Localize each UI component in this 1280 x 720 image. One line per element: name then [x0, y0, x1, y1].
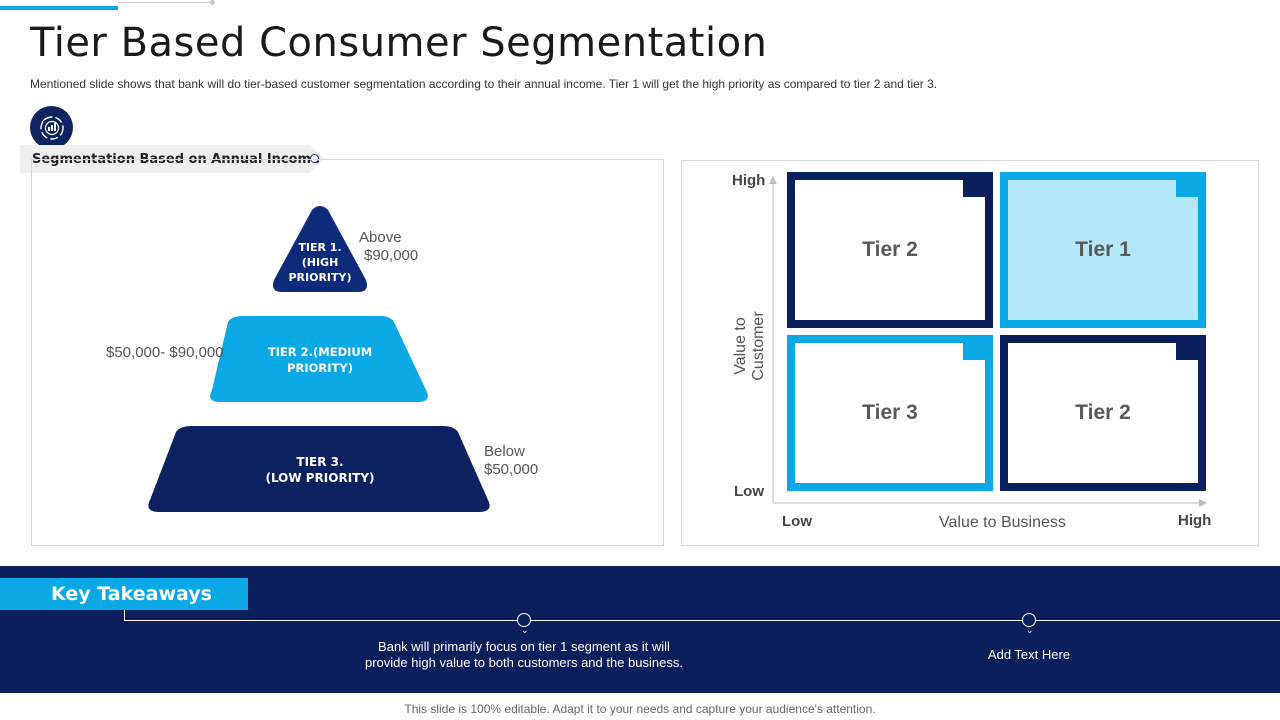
- y-axis-high-label: High: [732, 172, 766, 189]
- tier2-line1: TIER 2.(MEDIUM: [267, 345, 373, 359]
- x-axis-arrow: [1199, 499, 1207, 507]
- pyramid-panel: [31, 159, 664, 546]
- tile-corner: [1176, 343, 1198, 360]
- tile-corner: [963, 343, 985, 360]
- takeaway-marker-1: [517, 613, 531, 627]
- tile-inner: [1008, 180, 1198, 320]
- tile-label: Tier 1: [1075, 238, 1131, 261]
- matrix-panel: [681, 160, 1259, 546]
- tier3-line2: (LOW PRIORITY): [265, 471, 375, 485]
- tile-inner: [795, 180, 985, 320]
- tile-label: Tier 3: [862, 401, 918, 424]
- tile-inner: [1008, 343, 1198, 483]
- pyramid-tier2-shape: [210, 316, 428, 402]
- tier1-line2: (HIGH: [301, 256, 339, 269]
- pyramid-tier1-text: TIER 1. (HIGH PRIORITY): [282, 240, 358, 285]
- tier1-range-line1: Above: [359, 229, 402, 246]
- y-axis-low-label: Low: [734, 483, 764, 500]
- takeaway-1-line1: Bank will primarily focus on tier 1 segm…: [378, 639, 670, 654]
- pyramid-tier3-text: TIER 3. (LOW PRIORITY): [220, 454, 420, 486]
- y-axis-arrow: [769, 176, 777, 184]
- pyramid-tier2-text: TIER 2.(MEDIUM PRIORITY): [240, 344, 400, 376]
- top-divider-line: [118, 2, 212, 3]
- segmentation-tag-dot: [310, 154, 319, 163]
- top-divider-dot: [210, 0, 215, 5]
- top-accent-bar: [0, 6, 118, 10]
- tile-corner: [1176, 180, 1198, 197]
- page-subtitle: Mentioned slide shows that bank will do …: [30, 77, 938, 91]
- chevron-down-icon: ⌄: [521, 625, 529, 635]
- chevron-down-icon: ⌄: [1026, 625, 1034, 635]
- tier1-range-label: Above $90,000: [359, 229, 418, 265]
- tier1-line3: PRIORITY): [288, 271, 352, 284]
- tier3-line1: TIER 3.: [296, 455, 344, 469]
- tier3-range-line2: $50,000: [484, 461, 539, 478]
- matrix-tile-bottom-left: Tier 3: [787, 335, 993, 491]
- x-axis-title: Value to Business: [939, 514, 1066, 531]
- tile-label: Tier 2: [862, 238, 918, 261]
- x-axis-low-label: Low: [782, 513, 812, 530]
- tier3-range-line1: Below: [484, 443, 525, 460]
- tile-label: Tier 2: [1075, 401, 1131, 424]
- takeaway-marker-2: [1022, 613, 1036, 627]
- pyramid-tier1-shape: [273, 206, 367, 292]
- matrix-tile-bottom-right: Tier 2: [1000, 335, 1206, 491]
- tile-inner: [795, 343, 985, 483]
- takeaways-timeline-line: [124, 620, 1280, 621]
- tier2-line2: PRIORITY): [287, 361, 353, 375]
- matrix-tile-top-left: Tier 2: [787, 172, 993, 328]
- takeaway-text-1: Bank will primarily focus on tier 1 segm…: [344, 639, 704, 671]
- matrix-tile-top-right: Tier 1: [1000, 172, 1206, 328]
- takeaway-1-line2: provide high value to both customers and…: [365, 655, 683, 670]
- tier1-range-line2: $90,000: [364, 247, 419, 264]
- matrix-axes: [769, 176, 1207, 507]
- tier2-range-label: $50,000- $90,000: [106, 344, 224, 361]
- takeaways-connector-vertical: [124, 610, 125, 621]
- y-axis-title: Value to Customer: [732, 311, 767, 381]
- x-axis-high-label: High: [1178, 512, 1212, 529]
- pyramid-tier3-shape: [148, 426, 490, 512]
- tile-corner: [963, 180, 985, 197]
- tier1-line1: TIER 1.: [298, 241, 342, 254]
- footer-note: This slide is 100% editable. Adapt it to…: [404, 702, 876, 716]
- target-chart-icon: [30, 106, 73, 149]
- pyramid-shapes: [148, 206, 490, 512]
- takeaway-text-2: Add Text Here: [987, 647, 1071, 662]
- page-title: Tier Based Consumer Segmentation: [30, 20, 768, 66]
- tier3-range-label: Below $50,000: [484, 443, 538, 479]
- key-takeaways-heading: Key Takeaways: [0, 578, 248, 610]
